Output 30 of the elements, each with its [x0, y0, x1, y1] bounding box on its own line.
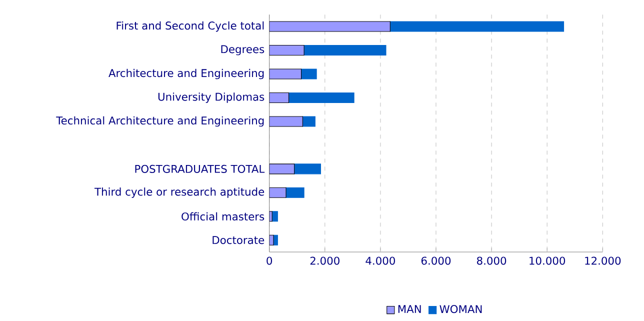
- x-tick-label: 6.000: [421, 256, 451, 265]
- x-tick-label: 0: [266, 256, 272, 265]
- bar: [269, 45, 304, 56]
- bar: [272, 211, 278, 222]
- bar: [304, 45, 386, 56]
- y-tick-label: First and Second Cycle total: [116, 21, 264, 32]
- legend-label: WOMAN: [440, 305, 482, 314]
- x-tick-label: 12.000: [585, 256, 621, 265]
- y-tick-label: University Diplomas: [158, 92, 264, 103]
- bar: [269, 21, 390, 32]
- bar: [269, 187, 286, 198]
- x-tick-label: 8.000: [477, 256, 506, 265]
- y-tick-label: Technical Architecture and Engineering: [56, 116, 264, 127]
- bar: [286, 187, 304, 198]
- x-tick-label: 10.000: [530, 256, 566, 265]
- bar: [301, 68, 317, 80]
- y-tick-label: Doctorate: [212, 236, 264, 244]
- y-tick-label: Architecture and Engineering: [108, 68, 264, 80]
- x-tick-label: 2.000: [310, 256, 340, 265]
- bar: [269, 92, 290, 104]
- bar: [288, 92, 354, 104]
- legend-label: MAN: [398, 305, 421, 313]
- y-tick-label: Degrees: [221, 45, 264, 56]
- bar: [294, 164, 321, 174]
- y-tick-label: Official masters: [182, 212, 264, 221]
- y-tick-label: Third cycle or research aptitude: [94, 188, 264, 198]
- bar: [302, 116, 316, 127]
- x-tick-label: 4.000: [366, 256, 395, 265]
- bar: [390, 21, 564, 32]
- y-tick-label: POSTGRADUATES TOTAL: [135, 164, 265, 173]
